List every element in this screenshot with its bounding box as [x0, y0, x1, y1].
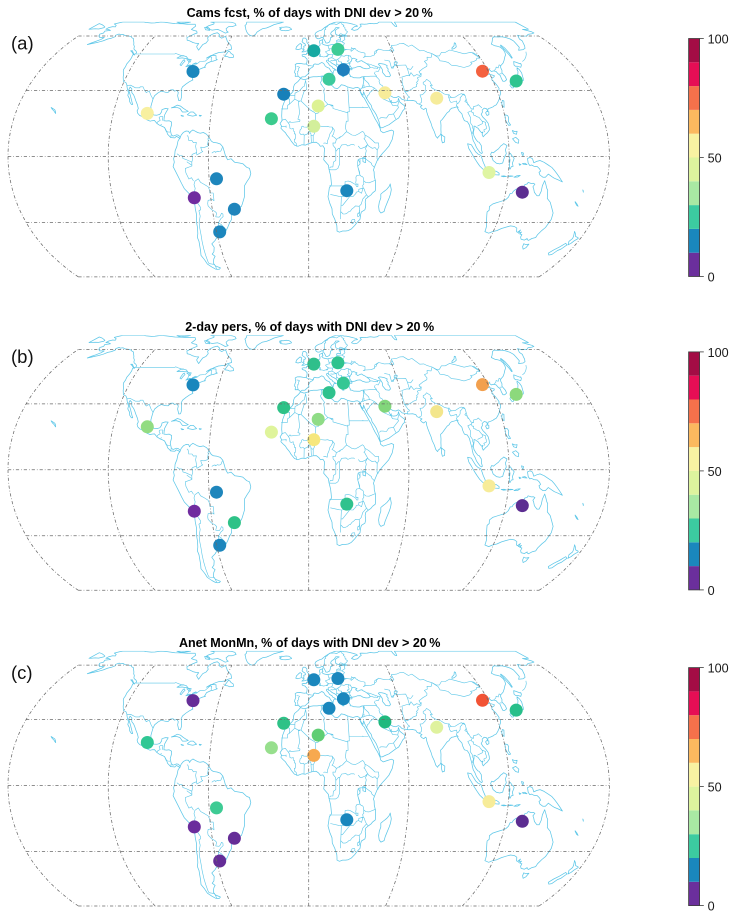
svg-text:Anet MonMn, % of days with DNI: Anet MonMn, % of days with DNI dev > 20 …	[179, 636, 441, 650]
svg-text:50: 50	[708, 465, 722, 479]
svg-text:0: 0	[708, 584, 715, 598]
svg-text:100: 100	[708, 346, 729, 360]
svg-text:(b): (b)	[11, 346, 34, 367]
svg-text:Cams fcst, % of days with DNI: Cams fcst, % of days with DNI dev > 20 %	[187, 6, 433, 20]
svg-text:(a): (a)	[11, 33, 34, 54]
svg-text:(c): (c)	[11, 662, 33, 683]
svg-text:100: 100	[708, 662, 729, 676]
svg-text:2-day pers, % of days with DNI: 2-day pers, % of days with DNI dev > 20 …	[185, 320, 434, 334]
svg-text:0: 0	[708, 900, 715, 914]
svg-text:0: 0	[708, 270, 715, 284]
svg-text:50: 50	[708, 151, 722, 165]
svg-text:100: 100	[708, 32, 729, 46]
svg-text:50: 50	[708, 781, 722, 795]
